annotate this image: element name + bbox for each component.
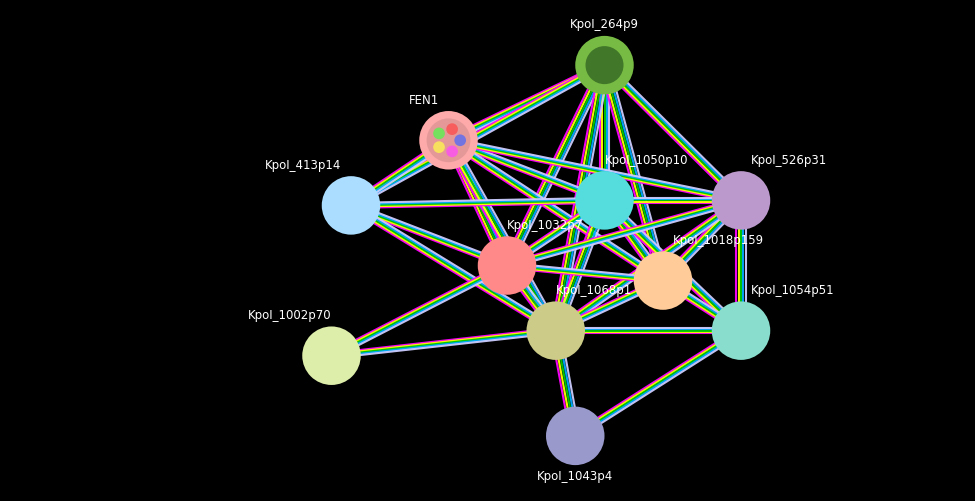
Ellipse shape [712,302,770,360]
Ellipse shape [322,176,380,234]
Ellipse shape [546,407,604,465]
Text: KpoI_1032p7: KpoI_1032p7 [507,219,583,232]
Ellipse shape [447,146,458,157]
Ellipse shape [447,123,458,135]
Text: KpoI_1050p10: KpoI_1050p10 [604,154,688,167]
Text: KpoI_526p31: KpoI_526p31 [751,154,827,167]
Ellipse shape [575,171,634,229]
Text: KpoI_1068p1: KpoI_1068p1 [556,284,632,297]
Ellipse shape [585,46,624,84]
Text: FEN1: FEN1 [409,94,439,107]
Ellipse shape [433,141,445,153]
Ellipse shape [419,111,478,169]
Text: KpoI_1018p159: KpoI_1018p159 [673,234,763,247]
Ellipse shape [302,327,361,385]
Text: KpoI_1002p70: KpoI_1002p70 [248,309,332,322]
Ellipse shape [712,171,770,229]
Text: KpoI_264p9: KpoI_264p9 [570,19,639,32]
Ellipse shape [427,118,470,162]
Ellipse shape [634,252,692,310]
Text: KpoI_1043p4: KpoI_1043p4 [537,469,613,482]
Ellipse shape [478,236,536,295]
Ellipse shape [575,36,634,94]
Text: KpoI_1054p51: KpoI_1054p51 [751,284,835,297]
Ellipse shape [433,128,445,139]
Ellipse shape [526,302,585,360]
Ellipse shape [454,134,466,146]
Text: KpoI_413p14: KpoI_413p14 [265,159,341,172]
